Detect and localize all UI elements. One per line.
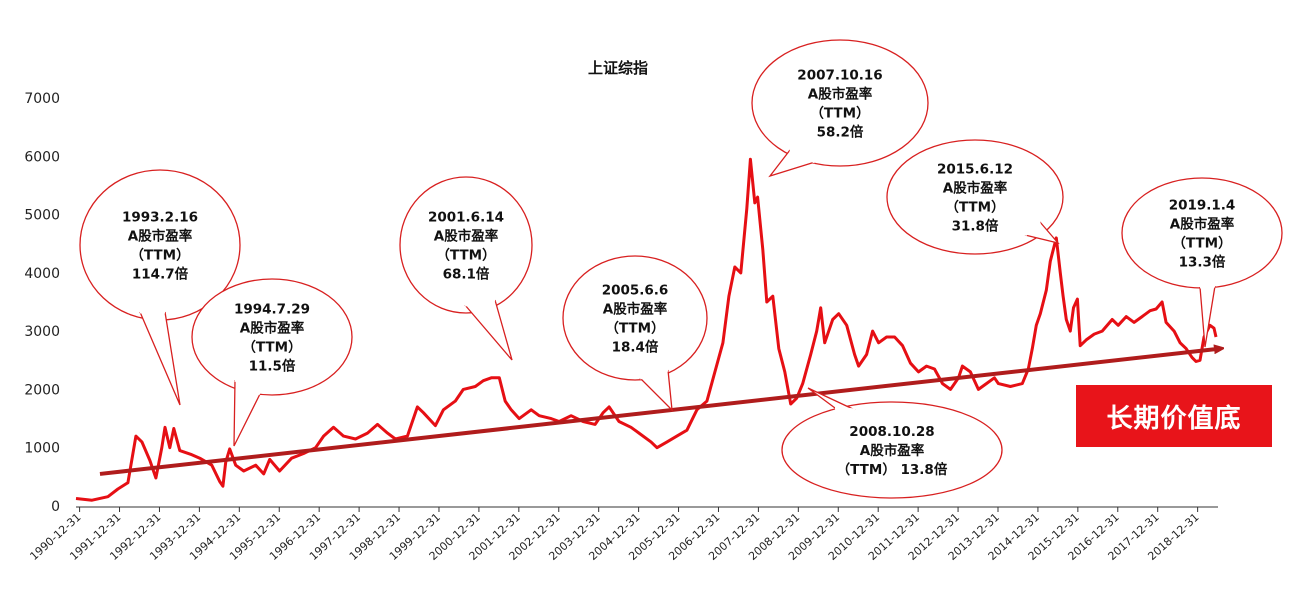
callout-value: 68.1倍 [443, 266, 490, 283]
callout-value: 13.3倍 [1179, 254, 1226, 271]
callout-ttm: （TTM） [130, 248, 189, 264]
callout-date: 2015.6.12 [937, 162, 1013, 178]
callout-date: 1993.2.16 [122, 210, 198, 226]
callout-date: 2008.10.28 [849, 424, 934, 440]
chart-title: 上证综指 [588, 59, 648, 77]
callout-pointer-join [1024, 220, 1041, 237]
callout-bubble [751, 39, 929, 167]
callout-ttm: （TTM） [242, 340, 301, 356]
callout-3: 2005.6.6 A股市盈率 （TTM） 18.4倍 [562, 255, 708, 412]
callout-pointer [807, 387, 856, 411]
callout-metric: A股市盈率 [434, 228, 499, 245]
callout-pointer-join [834, 406, 856, 412]
y-tick-label: 5000 [24, 208, 60, 224]
callout-date: 2007.10.16 [797, 68, 882, 84]
callout-metric: A股市盈率 [1170, 216, 1235, 233]
callout-6: 2015.6.12 A股市盈率 （TTM） 31.8倍 [886, 139, 1064, 255]
callout-metric: A股市盈率 [860, 442, 925, 459]
callout-metric: A股市盈率 [943, 180, 1008, 197]
x-axis: 1990-12-311991-12-311992-12-311993-12-31… [27, 506, 1218, 563]
callout-7: 2019.1.4 A股市盈率 （TTM） 13.3倍 [1121, 177, 1283, 348]
callout-2: 2001.6.14 A股市盈率 （TTM） 68.1倍 [399, 176, 533, 361]
callout-pointer [139, 311, 181, 406]
callout-bubble [1121, 177, 1283, 289]
value-floor-badge: 长期价值底 [1076, 385, 1272, 447]
callout-ttm: （TTM） 13.8倍 [837, 461, 948, 478]
callout-pointer [233, 379, 261, 447]
callout-metric: A股市盈率 [128, 228, 193, 245]
callout-metric: A股市盈率 [603, 301, 668, 318]
y-tick-label: 4000 [24, 266, 60, 282]
callout-pointer-join [789, 148, 816, 164]
callout-date: 1994.7.29 [234, 302, 310, 318]
callout-pointer-join [639, 368, 669, 380]
callout-pointer-join [464, 298, 496, 307]
callout-bubble [886, 139, 1064, 255]
y-tick-label: 2000 [24, 382, 60, 398]
callout-1: 1994.7.29 A股市盈率 （TTM） 11.5倍 [191, 278, 353, 447]
callout-ttm: （TTM） [810, 106, 869, 122]
callout-value: 114.7倍 [132, 266, 189, 283]
y-tick-label: 3000 [24, 324, 60, 340]
callout-bubble [781, 401, 1003, 499]
y-axis: 0 1000 2000 3000 4000 5000 6000 7000 [24, 91, 60, 515]
callout-pointer [768, 149, 816, 178]
callout-4: 2007.10.16 A股市盈率 （TTM） 58.2倍 [751, 39, 929, 178]
callout-ttm: （TTM） [436, 248, 495, 264]
callout-value: 18.4倍 [612, 339, 659, 356]
y-tick-label: 6000 [24, 149, 60, 165]
callout-5: 2008.10.28 A股市盈率 （TTM） 13.8倍 [781, 387, 1003, 499]
callout-date: 2019.1.4 [1169, 198, 1236, 214]
callout-pointer [464, 299, 513, 361]
callout-bubble [562, 255, 708, 381]
y-tick-label: 0 [51, 499, 60, 515]
callout-0: 1993.2.16 A股市盈率 （TTM） 114.7倍 [79, 169, 241, 406]
trend-arrow [99, 349, 1220, 476]
callouts: 1993.2.16 A股市盈率 （TTM） 114.7倍 1994.7.29 A股市盈率 （… [79, 39, 1283, 499]
callout-value: 11.5倍 [249, 358, 296, 375]
callout-bubble [399, 176, 533, 314]
callout-bubble [191, 278, 353, 396]
callout-pointer [1024, 221, 1060, 245]
callout-pointer [1199, 285, 1216, 348]
callout-metric: A股市盈率 [808, 86, 873, 103]
callout-pointer [639, 369, 673, 412]
callout-metric: A股市盈率 [240, 320, 305, 337]
series-line-shanghai-composite [75, 157, 1218, 502]
callout-date: 2005.6.6 [602, 283, 669, 299]
callout-date: 2001.6.14 [428, 210, 504, 226]
callout-ttm: （TTM） [1172, 236, 1231, 252]
callout-value: 58.2倍 [817, 124, 864, 141]
y-tick-label: 1000 [24, 441, 60, 457]
callout-ttm: （TTM） [605, 321, 664, 337]
callout-pointer-join [1199, 284, 1216, 289]
callout-ttm: （TTM） [945, 200, 1004, 216]
callout-value: 31.8倍 [952, 218, 999, 235]
y-tick-label: 7000 [24, 91, 60, 107]
callout-pointer-join [234, 378, 261, 396]
